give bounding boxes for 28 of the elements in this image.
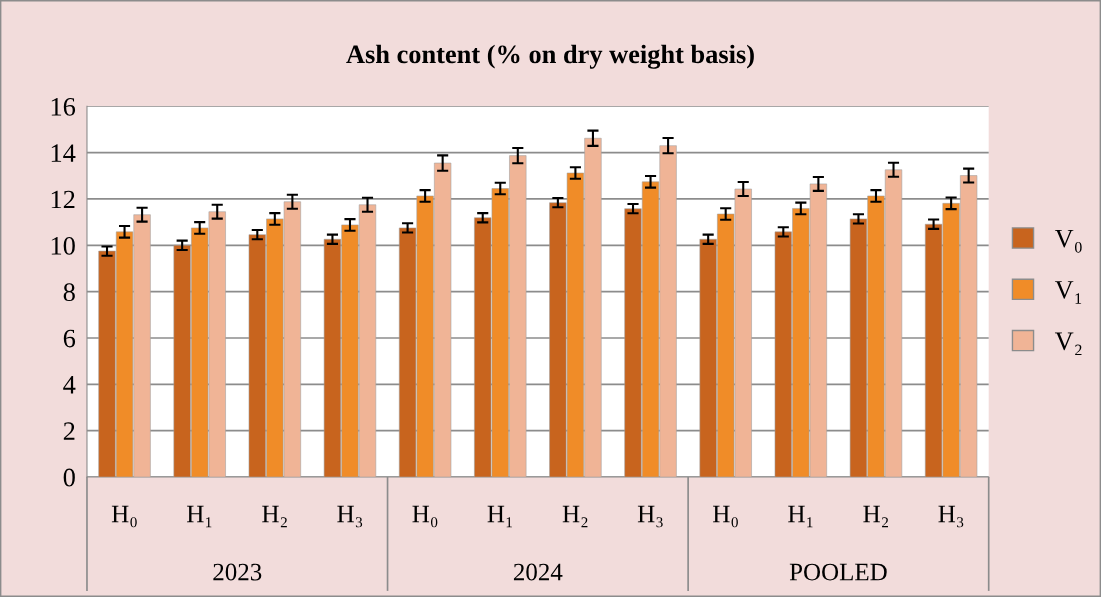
y-tick-label: 16 bbox=[51, 97, 76, 116]
x-tick-label: H₃ bbox=[938, 505, 964, 528]
y-tick-label: 10 bbox=[51, 236, 75, 255]
y-tick-label: 4 bbox=[63, 376, 76, 394]
x-tick-label: H₀ bbox=[111, 505, 137, 528]
x-tick-label: H₂ bbox=[262, 505, 287, 528]
text: 2023 bbox=[213, 563, 262, 581]
x-tick-label: H₃ bbox=[637, 505, 663, 528]
x-tick-label: H₀ bbox=[713, 505, 738, 528]
legend-label: V₁ bbox=[1054, 281, 1082, 304]
x-tick-label: H₁ bbox=[788, 505, 813, 528]
x-tick-label: H₀ bbox=[412, 505, 438, 528]
x-tick-label: H₁ bbox=[187, 505, 212, 528]
chart-title: Ash content (% on dry weight basis) bbox=[346, 44, 754, 69]
x-tick-label: H₂ bbox=[863, 505, 889, 528]
x-tick-label: H₃ bbox=[337, 505, 363, 528]
legend-label: V₂ bbox=[1054, 332, 1082, 356]
y-tick-label: 0 bbox=[63, 468, 75, 487]
y-tick-label: 12 bbox=[51, 190, 75, 209]
y-tick-label: 14 bbox=[51, 144, 76, 162]
legend-label: V₀ bbox=[1054, 229, 1082, 253]
text: POOLED bbox=[789, 563, 887, 581]
y-tick-label: 6 bbox=[63, 329, 76, 348]
x-tick-label: H₂ bbox=[562, 505, 588, 528]
y-tick-label: 2 bbox=[63, 422, 75, 440]
x-tick-label: H₁ bbox=[487, 505, 512, 528]
text: 2024 bbox=[513, 563, 563, 581]
y-tick-label: 8 bbox=[63, 283, 75, 302]
